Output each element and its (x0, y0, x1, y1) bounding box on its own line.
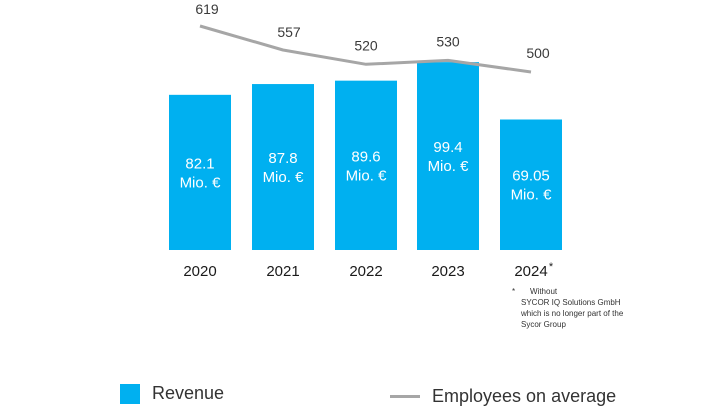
year-tick-label: 2023 (431, 263, 464, 280)
year-footnote-marker: * (549, 261, 554, 273)
employees-value-label: 500 (526, 45, 550, 61)
legend-revenue: Revenue (120, 383, 224, 404)
footnote-line: Sycor Group (521, 320, 566, 329)
footnote-line: SYCOR IQ Solutions GmbH (521, 298, 621, 307)
employees-value-label: 619 (195, 1, 219, 17)
employees-line (199, 24, 532, 74)
revenue-value-label: 69.05 (512, 168, 550, 185)
revenue-unit-label: Mio. € (263, 169, 305, 186)
footnote-line: Without (530, 287, 558, 296)
legend-line-swatch (390, 395, 420, 398)
year-tick-label: 2024 (514, 263, 547, 280)
revenue-unit-label: Mio. € (428, 158, 470, 175)
revenue-unit-label: Mio. € (346, 167, 388, 184)
revenue-bar (169, 94, 231, 251)
revenue-value-label: 89.6 (351, 148, 380, 165)
employees-value-label: 520 (354, 37, 378, 53)
employees-value-label: 530 (436, 33, 460, 49)
revenue-value-label: 87.8 (268, 150, 297, 167)
revenue-bar (252, 84, 314, 250)
revenue-bar (417, 62, 479, 250)
employees-value-label: 557 (277, 24, 301, 40)
legend-employees-label: Employees on average (432, 386, 617, 406)
revenue-unit-label: Mio. € (180, 174, 222, 191)
revenue-bar (335, 80, 397, 250)
revenue-bar (500, 119, 562, 250)
year-tick-label: 2020 (183, 263, 216, 280)
legend-revenue-label: Revenue (152, 383, 225, 403)
year-tick-label: 2021 (266, 263, 299, 280)
footnote-marker: * (512, 287, 516, 296)
revenue-value-label: 99.4 (433, 139, 462, 156)
footnote: * Without SYCOR IQ Solutions GmbH which … (512, 286, 624, 330)
legend-bar-swatch (120, 383, 140, 404)
revenue-value-label: 82.1 (185, 155, 214, 172)
legend-employees: Employees on average (390, 386, 616, 407)
year-tick-label: 2022 (349, 263, 382, 280)
revenue-unit-label: Mio. € (511, 187, 553, 204)
footnote-line: which is no longer part of the (521, 309, 624, 318)
